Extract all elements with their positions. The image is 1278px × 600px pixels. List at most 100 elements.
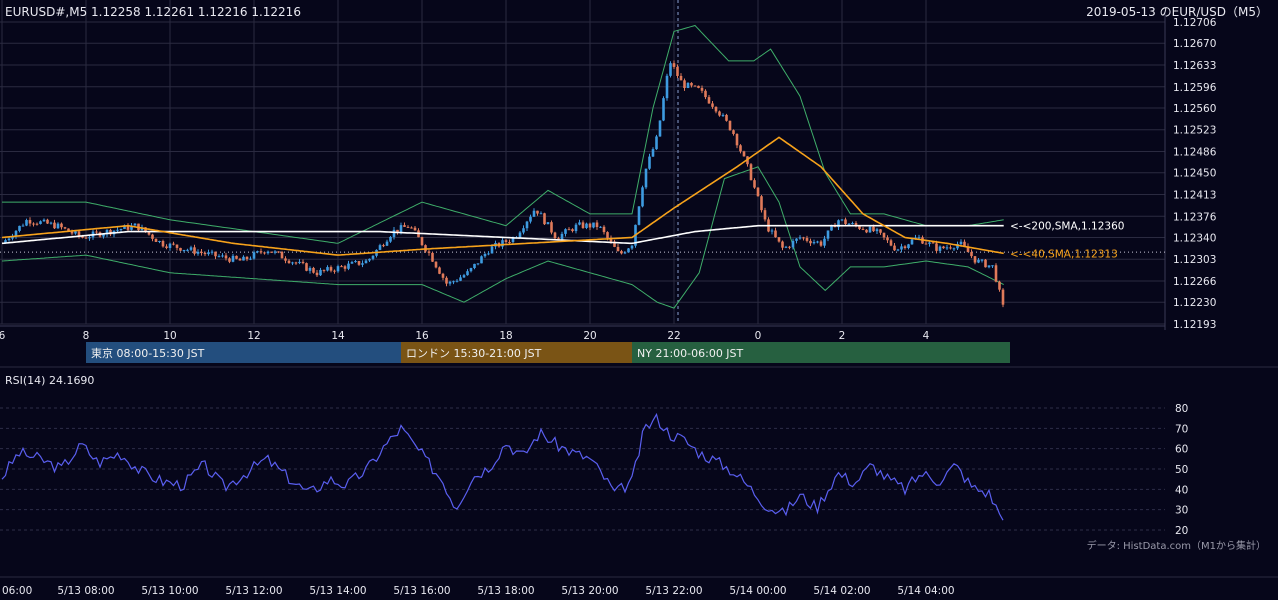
date-tick-label: 5/13 14:00 bbox=[309, 585, 366, 597]
hour-tick-label: 8 bbox=[83, 330, 90, 342]
candle-body bbox=[392, 229, 396, 237]
candle-body bbox=[371, 255, 375, 259]
candle-body bbox=[322, 269, 326, 271]
candle-body bbox=[32, 223, 35, 225]
candle-body bbox=[504, 240, 508, 242]
candle-body bbox=[217, 256, 221, 258]
candle-body bbox=[270, 251, 273, 253]
candle-body bbox=[200, 251, 203, 253]
candle-body bbox=[826, 230, 830, 239]
candle-body bbox=[781, 241, 784, 248]
candle-body bbox=[560, 233, 564, 240]
hour-tick-label: 14 bbox=[331, 330, 345, 342]
candle-body bbox=[4, 240, 7, 244]
candle-body bbox=[620, 251, 623, 254]
candle-body bbox=[410, 227, 413, 229]
candle-body bbox=[966, 246, 970, 253]
candle-body bbox=[809, 240, 812, 244]
candle-body bbox=[179, 247, 182, 251]
session-label: NY 21:00-06:00 JST bbox=[637, 347, 744, 360]
candle-body bbox=[81, 236, 84, 238]
candle-body bbox=[522, 228, 525, 233]
candle-body bbox=[529, 216, 532, 222]
date-tick-label: 5/14 04:00 bbox=[897, 585, 954, 597]
candle-body bbox=[886, 237, 889, 241]
candle-body bbox=[469, 268, 473, 272]
candle-body bbox=[333, 270, 336, 272]
candle-body bbox=[438, 267, 441, 274]
candle-body bbox=[95, 231, 98, 233]
session-label: 東京 08:00-15:30 JST bbox=[91, 346, 205, 360]
candle-body bbox=[585, 223, 588, 228]
candle-body bbox=[343, 266, 347, 269]
candle-body bbox=[196, 251, 200, 254]
rsi-line bbox=[1, 412, 1004, 521]
candle-body bbox=[770, 230, 774, 232]
rsi-tick-label: 50 bbox=[1175, 464, 1188, 476]
candle-body bbox=[819, 241, 823, 246]
candle-body bbox=[602, 226, 606, 233]
candle-body bbox=[175, 244, 179, 248]
price-tick-label: 1.12706 bbox=[1173, 17, 1217, 29]
candle-body bbox=[896, 249, 900, 251]
candle-body bbox=[872, 226, 875, 232]
candle-body bbox=[462, 275, 466, 278]
candle-body bbox=[228, 258, 231, 262]
date-tick-label: 5/14 02:00 bbox=[813, 585, 870, 597]
candle-body bbox=[434, 261, 438, 268]
candle-body bbox=[980, 259, 984, 261]
candle-body bbox=[970, 252, 973, 257]
candle-body bbox=[644, 168, 648, 188]
candle-body bbox=[949, 247, 952, 249]
price-tick-label: 1.12193 bbox=[1173, 319, 1216, 331]
candle-body bbox=[732, 130, 735, 134]
candle-body bbox=[340, 266, 343, 268]
candle-body bbox=[924, 243, 928, 245]
price-tick-label: 1.12303 bbox=[1173, 254, 1216, 266]
candle-body bbox=[627, 248, 630, 253]
candle-body bbox=[795, 238, 798, 241]
candle-body bbox=[172, 243, 175, 245]
candle-body bbox=[798, 237, 802, 239]
candle-body bbox=[711, 103, 714, 107]
candle-body bbox=[445, 277, 448, 284]
candle-body bbox=[606, 232, 609, 239]
candle-body bbox=[168, 243, 172, 248]
bollinger-lower bbox=[1, 166, 1004, 309]
candle-body bbox=[273, 251, 277, 253]
candle-body bbox=[669, 63, 672, 76]
candle-body bbox=[875, 229, 879, 232]
candle-body bbox=[532, 210, 536, 217]
candle-body bbox=[721, 114, 725, 116]
data-source-note: データ: HistData.com（M1から集計） bbox=[1087, 539, 1266, 552]
candle-body bbox=[984, 259, 987, 268]
candle-body bbox=[406, 226, 410, 228]
candle-body bbox=[182, 249, 186, 251]
candle-body bbox=[123, 225, 126, 229]
candle-body bbox=[259, 251, 263, 253]
candle-body bbox=[193, 247, 196, 254]
candle-body bbox=[998, 281, 1001, 290]
candle-body bbox=[84, 237, 88, 239]
candle-body bbox=[263, 252, 266, 254]
candle-body bbox=[991, 265, 994, 267]
candle-body bbox=[130, 225, 133, 230]
candle-body bbox=[249, 258, 252, 260]
candle-body bbox=[508, 241, 511, 243]
candle-body bbox=[630, 245, 634, 249]
sma40-annotation: <-<40,SMA,1.12313 bbox=[1010, 248, 1118, 260]
candle-body bbox=[378, 245, 382, 250]
hour-tick-label: 12 bbox=[247, 330, 260, 342]
candle-body bbox=[830, 225, 833, 231]
bollinger-bands bbox=[1, 24, 1004, 309]
candle-body bbox=[266, 251, 270, 254]
candle-body bbox=[207, 252, 210, 255]
candle-body bbox=[238, 258, 242, 261]
price-tick-label: 1.12376 bbox=[1173, 211, 1217, 223]
candle-body bbox=[280, 251, 284, 259]
candle-body bbox=[70, 231, 74, 234]
date-tick-label: 5/13 16:00 bbox=[393, 585, 450, 597]
rsi-tick-label: 30 bbox=[1175, 505, 1188, 517]
candle-body bbox=[889, 240, 893, 246]
